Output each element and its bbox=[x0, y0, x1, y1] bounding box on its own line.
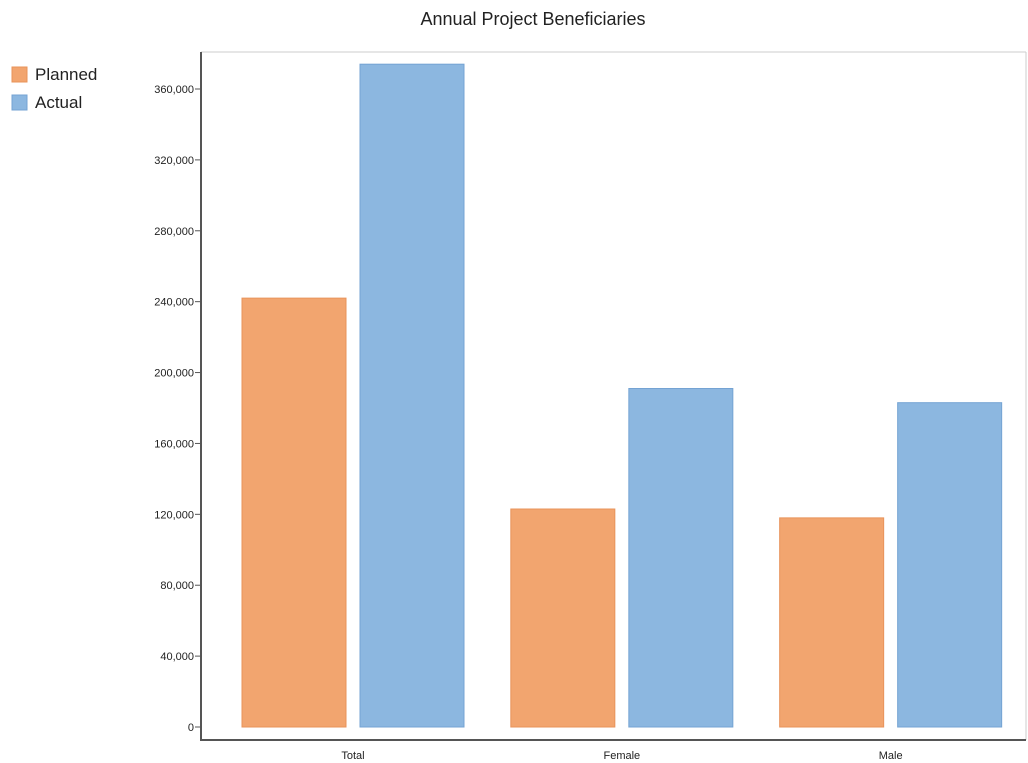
bar-planned-female bbox=[510, 508, 616, 728]
bar-actual-female bbox=[628, 388, 734, 728]
x-category-label: Male bbox=[879, 750, 903, 762]
y-axis-ticks: 0 40,000 80,000 120,000 160,000 200,000 240,00… bbox=[154, 84, 201, 734]
chart-title: Annual Project Beneficiaries bbox=[420, 9, 645, 29]
legend-swatch-planned bbox=[11, 66, 28, 83]
x-axis-labels: Total Female Male bbox=[341, 750, 902, 762]
bar-planned-male bbox=[779, 517, 885, 728]
y-tick-label: 200,000 bbox=[154, 368, 194, 380]
y-tick-label: 320,000 bbox=[154, 155, 194, 167]
y-tick-label: 360,000 bbox=[154, 84, 194, 96]
y-tick-label: 160,000 bbox=[154, 438, 194, 450]
x-category-label: Female bbox=[603, 750, 640, 762]
y-tick-label: 240,000 bbox=[154, 297, 194, 309]
bars bbox=[241, 63, 1003, 728]
legend-label-planned: Planned bbox=[35, 65, 97, 84]
y-tick-label: 40,000 bbox=[160, 651, 194, 663]
x-category-label: Total bbox=[341, 750, 364, 762]
y-tick-label: 280,000 bbox=[154, 226, 194, 238]
legend: Planned Actual bbox=[11, 65, 97, 112]
plot-frame bbox=[201, 51, 1027, 740]
y-tick-label: 120,000 bbox=[154, 509, 194, 521]
legend-swatch-actual bbox=[11, 94, 28, 111]
y-tick-label: 0 bbox=[188, 722, 194, 734]
bar-actual-total bbox=[359, 63, 465, 728]
legend-label-actual: Actual bbox=[35, 93, 82, 112]
bar-planned-total bbox=[241, 297, 347, 728]
bar-actual-male bbox=[897, 402, 1003, 728]
y-tick-label: 80,000 bbox=[160, 580, 194, 592]
